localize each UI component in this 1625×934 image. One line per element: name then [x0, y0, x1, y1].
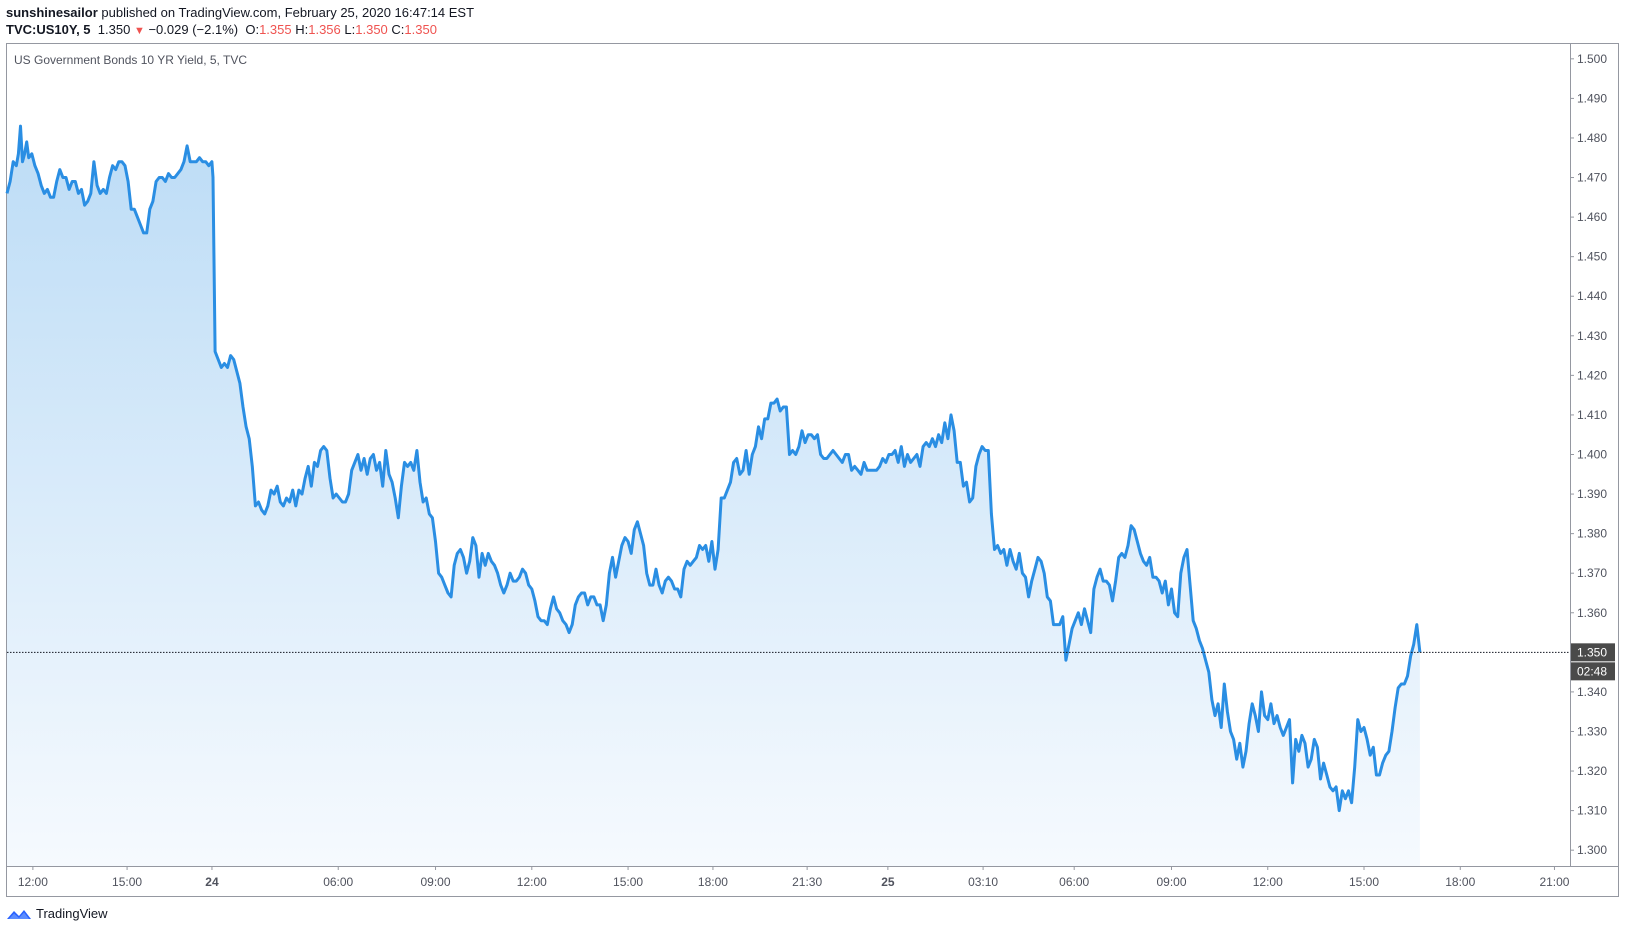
- x-tick-label: 12:00: [517, 875, 547, 889]
- countdown-badge: [1571, 662, 1615, 681]
- x-tick-label: 12:00: [1253, 875, 1283, 889]
- tradingview-icon: [7, 909, 31, 919]
- y-tick-label: 1.490: [1577, 91, 1607, 105]
- y-tick-label: 1.340: [1577, 685, 1607, 699]
- series-line: [5, 124, 1422, 813]
- y-tick-label: 1.380: [1577, 527, 1607, 541]
- x-tick-label: 09:00: [1156, 875, 1186, 889]
- publisher-name[interactable]: sunshinesailor: [6, 5, 98, 20]
- y-tick-label: 1.360: [1577, 606, 1607, 620]
- x-tick-label: 15:00: [112, 875, 142, 889]
- x-tick-label: 21:00: [1539, 875, 1569, 889]
- price-change: −0.029 (−2.1%): [148, 22, 239, 37]
- ohlc-c-label: C:: [391, 22, 405, 37]
- x-tick-label: 06:00: [323, 875, 353, 889]
- time-axis[interactable]: 12:00 15:00 24 06:00 09:00 12:00 15:00 18:00 21:…: [18, 866, 1570, 889]
- symbol-info: TVC:US10Y, 5 1.350 ▼ −0.029 (−2.1%) O:1.…: [6, 22, 437, 37]
- last-price-badge: [1571, 643, 1615, 662]
- y-tick-label: 1.370: [1577, 566, 1607, 580]
- x-tick-label: 21:30: [792, 875, 822, 889]
- y-tick-label: 1.480: [1577, 131, 1607, 145]
- down-arrow-icon: ▼: [133, 25, 145, 37]
- x-tick-label: 18:00: [698, 875, 728, 889]
- y-tick-label: 1.400: [1577, 448, 1607, 462]
- x-tick-label: 25: [881, 875, 895, 889]
- y-tick-label: 1.500: [1577, 52, 1607, 66]
- chart-title: US Government Bonds 10 YR Yield, 5, TVC: [14, 53, 247, 67]
- countdown-label: 02:48: [1577, 664, 1607, 678]
- ohlc-o-value: 1.355: [259, 22, 292, 37]
- y-tick-label: 1.470: [1577, 171, 1607, 185]
- ohlc-h-value: 1.356: [308, 22, 341, 37]
- y-tick-label: 1.300: [1577, 843, 1607, 857]
- y-tick-label: 1.440: [1577, 289, 1607, 303]
- price-axis[interactable]: 1.300 1.310 1.320 1.330 1.340 1.350 1.360 1.370…: [1570, 52, 1607, 857]
- x-tick-label: 24: [205, 875, 219, 889]
- y-tick-label: 1.420: [1577, 368, 1607, 382]
- x-tick-label: 18:00: [1445, 875, 1475, 889]
- y-tick-label: 1.450: [1577, 250, 1607, 264]
- published-text: published on TradingView.com, February 2…: [101, 5, 475, 20]
- x-tick-label: 12:00: [18, 875, 48, 889]
- y-tick-label: 1.410: [1577, 408, 1607, 422]
- ohlc-o-label: O:: [245, 22, 260, 37]
- last-price: 1.350: [97, 22, 131, 37]
- ohlc-h-label: H:: [295, 22, 309, 37]
- y-tick-label: 1.320: [1577, 764, 1607, 778]
- y-tick-label: 1.330: [1577, 724, 1607, 738]
- x-tick-label: 03:10: [968, 875, 998, 889]
- x-tick-label: 15:00: [613, 875, 643, 889]
- ohlc-l-label: L:: [344, 22, 356, 37]
- y-tick-label: 1.390: [1577, 487, 1607, 501]
- ohlc-l-value: 1.350: [355, 22, 388, 37]
- y-tick-label: 1.460: [1577, 210, 1607, 224]
- x-tick-label: 15:00: [1349, 875, 1379, 889]
- brand-label: TradingView: [36, 906, 108, 921]
- y-tick-label: 1.310: [1577, 804, 1607, 818]
- last-price-marker: 1.350 02:48: [1571, 643, 1615, 681]
- series-layer: [5, 124, 1570, 867]
- x-tick-label: 06:00: [1059, 875, 1089, 889]
- series-area: [7, 126, 1420, 867]
- y-tick-label: 1.430: [1577, 329, 1607, 343]
- chart-frame: [6, 43, 1619, 897]
- publish-info: sunshinesailor published on TradingView.…: [6, 5, 474, 20]
- last-price-label: 1.350: [1577, 645, 1607, 659]
- x-tick-label: 09:00: [421, 875, 451, 889]
- ohlc-c-value: 1.350: [404, 22, 437, 37]
- tradingview-logo[interactable]: TradingView: [6, 906, 108, 921]
- symbol-label: TVC:US10Y, 5: [6, 22, 91, 37]
